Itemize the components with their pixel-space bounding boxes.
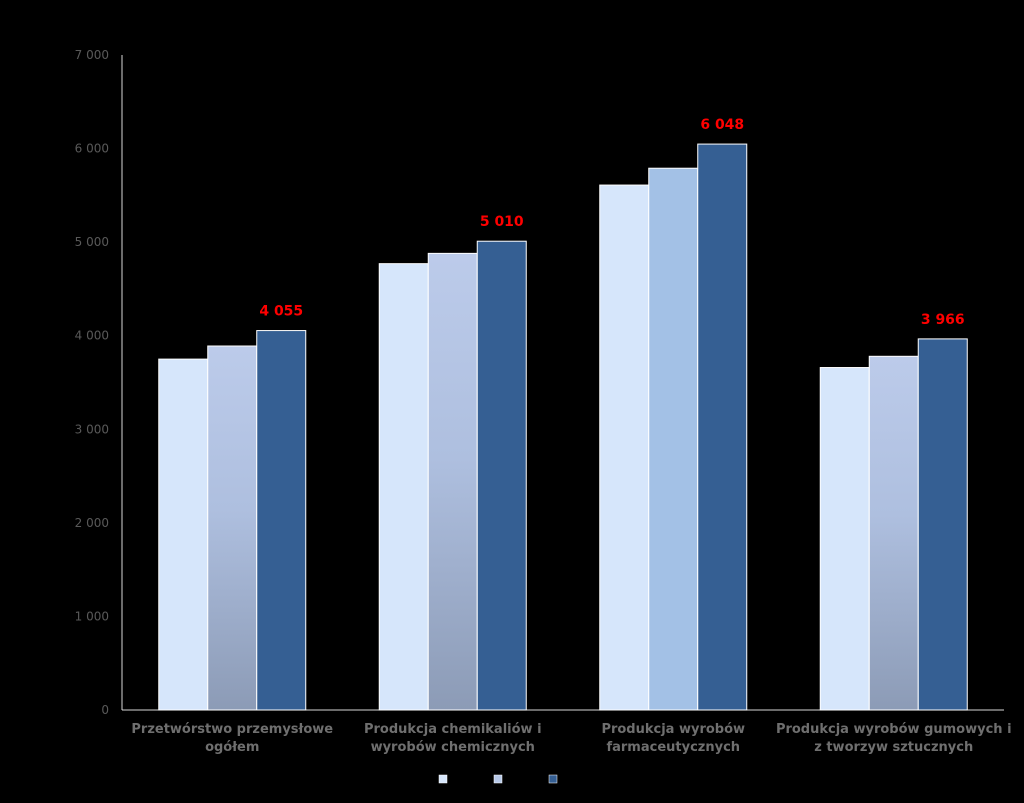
y-tick-label: 3 000 bbox=[75, 422, 109, 436]
labels: 4 055 Przetwórstwo przemysłowe ogółem 5 010… bbox=[131, 117, 1011, 755]
y-tick-label: 5 000 bbox=[75, 235, 109, 249]
bar bbox=[697, 143, 748, 711]
y-tick-label: 6 000 bbox=[75, 142, 109, 156]
x-tick-label: Produkcja wyrobów bbox=[601, 722, 745, 737]
data-label: 4 055 bbox=[259, 304, 303, 320]
bar bbox=[476, 240, 527, 711]
x-tick-label: farmaceutycznych bbox=[606, 740, 740, 755]
x-tick-label: z tworzyw sztucznych bbox=[814, 740, 973, 755]
bar bbox=[599, 184, 650, 711]
y-tick-label: 4 000 bbox=[75, 329, 109, 343]
x-tick-label: Przetwórstwo przemysłowe bbox=[131, 722, 333, 737]
x-tick-label: ogółem bbox=[205, 740, 259, 755]
bar bbox=[427, 252, 478, 711]
bar bbox=[648, 167, 699, 711]
bar bbox=[917, 338, 968, 711]
legend-swatch bbox=[438, 774, 448, 784]
bars bbox=[158, 143, 968, 711]
x-tick-label: Produkcja wyrobów gumowych i bbox=[776, 722, 1012, 737]
data-label: 6 048 bbox=[700, 117, 744, 133]
bar bbox=[378, 263, 429, 711]
bar bbox=[819, 367, 870, 711]
y-tick-label: 0 bbox=[101, 703, 109, 717]
x-tick-label: wyrobów chemicznych bbox=[371, 740, 535, 755]
legend bbox=[438, 774, 558, 784]
data-label: 5 010 bbox=[480, 214, 524, 230]
y-tick-label: 1 000 bbox=[75, 609, 109, 623]
legend-swatch bbox=[493, 774, 503, 784]
bar bbox=[207, 345, 258, 711]
data-label: 3 966 bbox=[921, 312, 965, 328]
bar bbox=[158, 358, 209, 711]
bar bbox=[868, 355, 919, 711]
x-tick-label: Produkcja chemikaliów i bbox=[364, 722, 542, 737]
y-tick-label: 2 000 bbox=[75, 516, 109, 530]
y-tick-label: 7 000 bbox=[75, 48, 109, 62]
legend-swatch bbox=[548, 774, 558, 784]
bar bbox=[256, 330, 307, 711]
